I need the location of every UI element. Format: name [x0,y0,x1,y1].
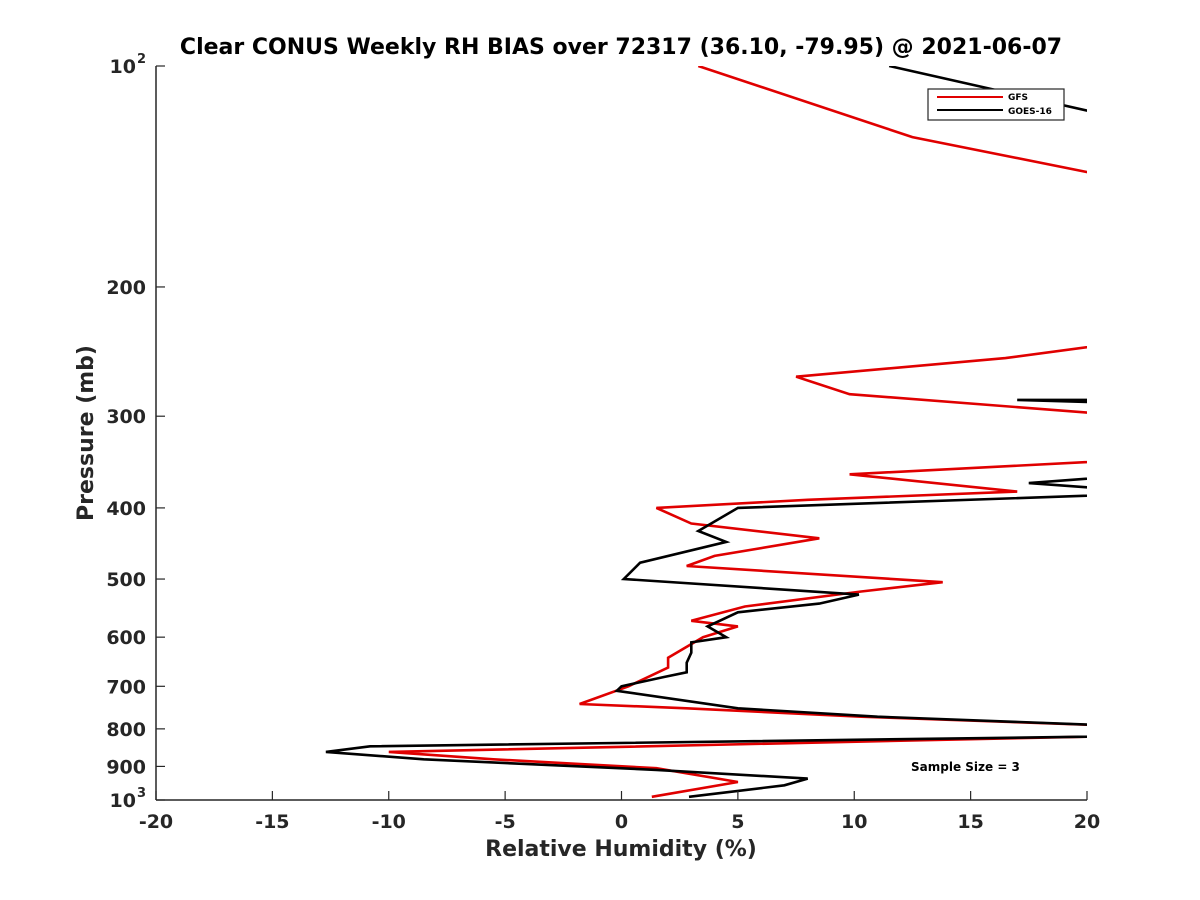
y-tick-label: 800 [106,719,146,741]
legend-label-gfs: GFS [1008,93,1028,103]
y-tick-label: 700 [106,676,146,698]
x-tick-label: -5 [495,811,516,833]
x-tick-label: 15 [957,811,983,833]
legend-label-goes-16: GOES-16 [1008,107,1052,117]
series-line-goes-16 [325,66,1087,799]
series-layer [325,66,1087,799]
x-tick-label: -20 [139,811,173,833]
y-tick-label: 400 [106,498,146,520]
x-tick-label: 20 [1074,811,1100,833]
y-tick-exponent: 2 [137,52,146,67]
legend-box [927,88,1065,121]
sample-size-annotation: Sample Size = 3 [911,760,1020,774]
chart-title: Clear CONUS Weekly RH BIAS over 72317 (3… [180,35,1062,60]
y-tick-label: 200 [106,277,146,299]
y-axis-label: Pressure (mb) [74,345,99,521]
y-tick-label: 300 [106,406,146,428]
x-tick-label: -15 [255,811,289,833]
x-tick-label: 0 [615,811,628,833]
y-tick-label: 500 [106,569,146,591]
x-axis-label: Relative Humidity (%) [485,837,757,862]
x-tick-label: -10 [372,811,406,833]
y-tick-label: 10 [110,790,136,812]
x-ticks: -20 -15 -10 -5 0 5 10 15 20 [139,791,1100,833]
series-line-gfs [388,66,1087,799]
y-tick-label: 900 [106,756,146,778]
x-tick-label: 5 [731,811,744,833]
y-tick-label: 10 [110,56,136,78]
y-tick-exponent: 3 [137,786,146,801]
legend: GFS GOES-16 [927,88,1065,121]
x-tick-label: 10 [841,811,867,833]
y-tick-label: 600 [106,627,146,649]
